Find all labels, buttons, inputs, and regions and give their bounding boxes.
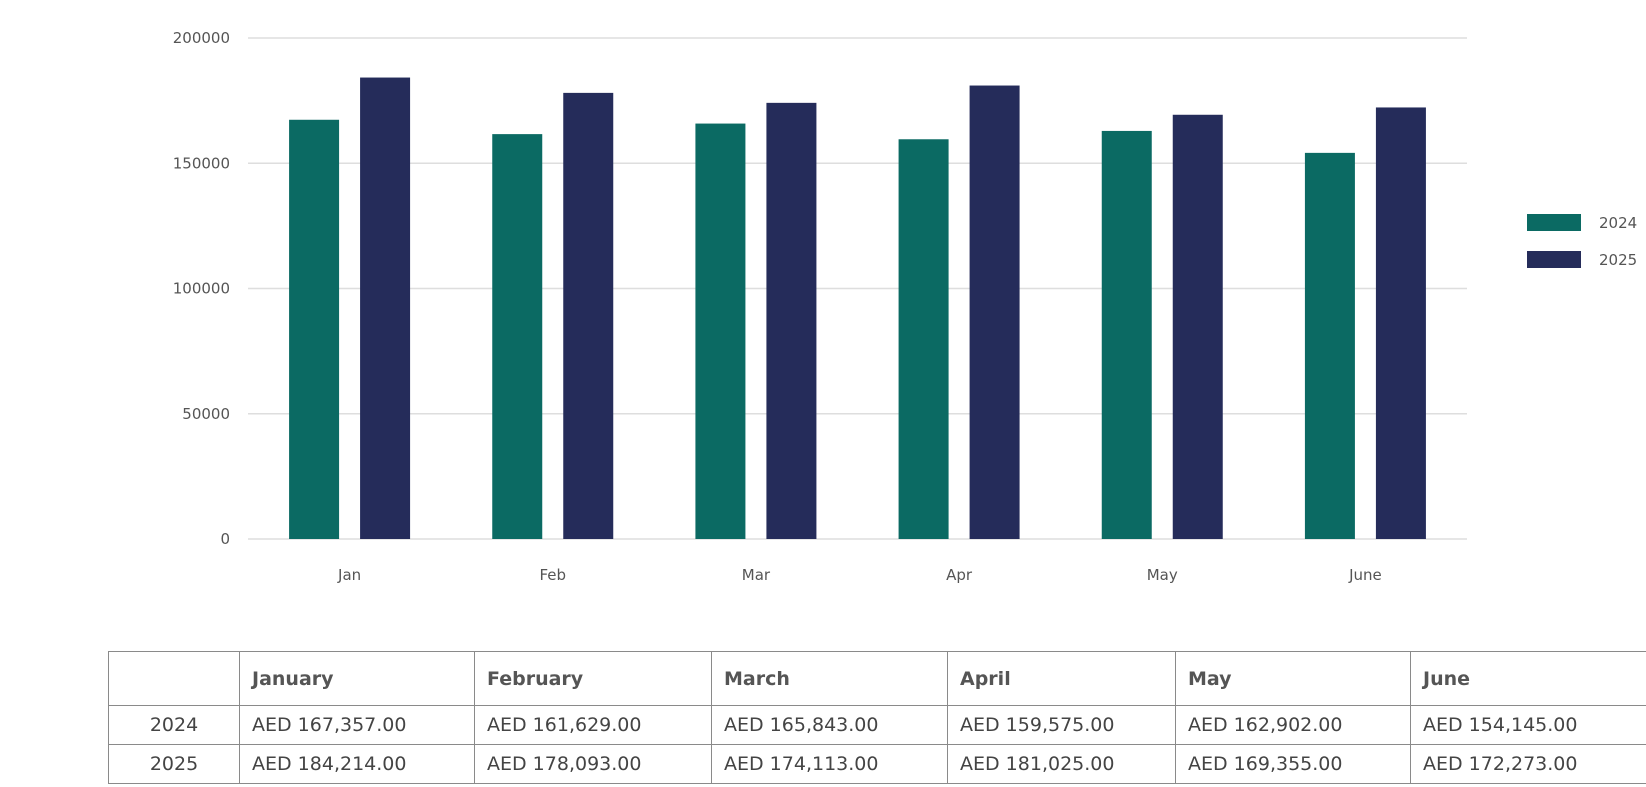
table-header-cell: May xyxy=(1175,651,1411,706)
x-tick-label: May xyxy=(1147,566,1178,584)
table-header-cell: February xyxy=(474,651,712,706)
bars xyxy=(289,77,1426,540)
table-cell: AED 178,093.00 xyxy=(474,744,712,784)
table-header-cell: March xyxy=(711,651,948,706)
legend-swatch-2025 xyxy=(1527,251,1581,268)
table-cell: AED 174,113.00 xyxy=(711,744,948,784)
bar-2025-june xyxy=(1375,107,1426,539)
table-header-cell: January xyxy=(239,651,475,706)
table-cell: AED 165,843.00 xyxy=(711,705,948,745)
y-tick-label: 150000 xyxy=(173,154,230,172)
row-label: 2024 xyxy=(108,705,240,745)
x-tick-label: June xyxy=(1348,566,1382,584)
data-table: January February March April May June 20… xyxy=(108,651,1646,784)
table-header-row: January February March April May June xyxy=(108,651,1646,706)
table-header-cell xyxy=(108,651,240,706)
table-row: 2024 AED 167,357.00 AED 161,629.00 AED 1… xyxy=(108,705,1646,745)
table-header-cell: April xyxy=(947,651,1176,706)
bar-chart: 0 50000 100000 150000 200000 Jan Feb Mar Apr May… xyxy=(173,29,1637,584)
bar-2024-may xyxy=(1101,130,1152,540)
table-cell: AED 181,025.00 xyxy=(947,744,1176,784)
x-tick-label: Jan xyxy=(337,566,361,584)
bar-2024-mar xyxy=(695,123,746,539)
x-tick-label: Mar xyxy=(742,566,771,584)
table-cell: AED 159,575.00 xyxy=(947,705,1176,745)
table-cell: AED 172,273.00 xyxy=(1410,744,1646,784)
bar-2025-mar xyxy=(766,102,817,540)
bar-2024-apr xyxy=(898,139,949,539)
bar-2025-may xyxy=(1172,114,1223,540)
table-header-cell: June xyxy=(1410,651,1646,706)
gridlines xyxy=(248,37,1467,540)
table-cell: AED 184,214.00 xyxy=(239,744,475,784)
legend-swatch-2024 xyxy=(1527,214,1581,231)
bar-2024-jan xyxy=(289,119,340,539)
y-tick-label: 200000 xyxy=(173,29,230,47)
legend-label-2024: 2024 xyxy=(1599,214,1637,232)
bar-2025-apr xyxy=(969,85,1020,539)
bar-2025-jan xyxy=(360,77,411,539)
y-tick-label: 100000 xyxy=(173,280,230,298)
x-tick-label: Apr xyxy=(946,566,973,584)
table-cell: AED 162,902.00 xyxy=(1175,705,1411,745)
x-axis-ticks: Jan Feb Mar Apr May June xyxy=(337,566,1382,584)
y-tick-label: 0 xyxy=(220,530,230,548)
legend: 2024 2025 xyxy=(1527,214,1637,269)
y-tick-label: 50000 xyxy=(182,405,230,423)
x-tick-label: Feb xyxy=(539,566,566,584)
table-cell: AED 169,355.00 xyxy=(1175,744,1411,784)
bar-2025-feb xyxy=(563,92,614,539)
row-label: 2025 xyxy=(108,744,240,784)
table-cell: AED 167,357.00 xyxy=(239,705,475,745)
legend-label-2025: 2025 xyxy=(1599,251,1637,269)
bar-2024-june xyxy=(1304,152,1355,540)
table-row: 2025 AED 184,214.00 AED 178,093.00 AED 1… xyxy=(108,744,1646,784)
bar-2024-feb xyxy=(492,134,543,539)
table-cell: AED 154,145.00 xyxy=(1410,705,1646,745)
y-axis-ticks: 0 50000 100000 150000 200000 xyxy=(173,29,230,548)
table-cell: AED 161,629.00 xyxy=(474,705,712,745)
